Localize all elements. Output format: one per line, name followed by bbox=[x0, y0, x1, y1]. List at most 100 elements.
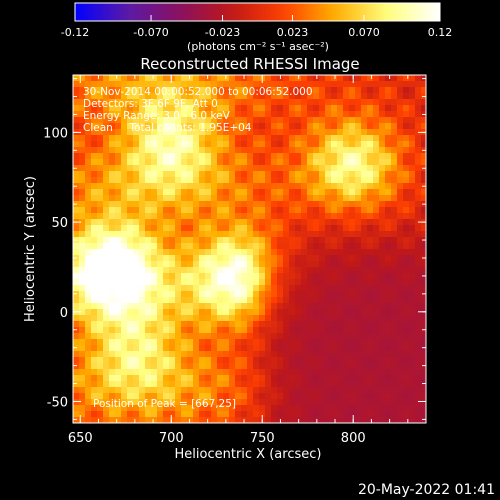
heatmap-pixel bbox=[205, 243, 212, 250]
heatmap-pixel bbox=[121, 339, 128, 346]
heatmap-pixel bbox=[259, 243, 266, 250]
heatmap-pixel bbox=[307, 141, 314, 148]
heatmap-pixel bbox=[163, 195, 170, 202]
heatmap-pixel bbox=[109, 213, 116, 220]
heatmap-pixel bbox=[325, 351, 332, 358]
heatmap-pixel bbox=[235, 147, 242, 154]
heatmap-pixel bbox=[253, 363, 260, 370]
heatmap-pixel bbox=[175, 405, 182, 412]
heatmap-pixel bbox=[139, 171, 146, 178]
heatmap-pixel bbox=[259, 195, 266, 202]
heatmap-pixel bbox=[205, 213, 212, 220]
heatmap-pixel bbox=[397, 195, 404, 202]
heatmap-pixel bbox=[319, 273, 326, 280]
heatmap-pixel bbox=[325, 123, 332, 130]
heatmap-pixel bbox=[181, 363, 188, 370]
heatmap-pixel bbox=[253, 123, 260, 130]
heatmap-pixel bbox=[139, 261, 146, 268]
heatmap-pixel bbox=[337, 315, 344, 322]
heatmap-pixel bbox=[355, 249, 362, 256]
heatmap-pixel bbox=[235, 231, 242, 238]
heatmap-pixel bbox=[205, 159, 212, 166]
heatmap-pixel bbox=[157, 231, 164, 238]
heatmap-pixel bbox=[367, 207, 374, 214]
heatmap-pixel bbox=[223, 147, 230, 154]
heatmap-pixel bbox=[115, 177, 122, 184]
heatmap-pixel bbox=[103, 111, 110, 118]
heatmap-pixel bbox=[205, 261, 212, 268]
heatmap-pixel bbox=[367, 321, 374, 328]
heatmap-pixel bbox=[139, 357, 146, 364]
heatmap-pixel bbox=[193, 321, 200, 328]
heatmap-pixel bbox=[313, 135, 320, 142]
heatmap-pixel bbox=[307, 333, 314, 340]
heatmap-pixel bbox=[193, 267, 200, 274]
heatmap-pixel bbox=[331, 381, 338, 388]
heatmap-pixel bbox=[421, 135, 427, 142]
heatmap-pixel bbox=[223, 159, 230, 166]
heatmap-pixel bbox=[181, 141, 188, 148]
heatmap-pixel bbox=[397, 411, 404, 418]
heatmap-pixel bbox=[241, 387, 248, 394]
heatmap-pixel bbox=[115, 405, 122, 412]
heatmap-pixel bbox=[241, 123, 248, 130]
heatmap-pixel bbox=[115, 303, 122, 310]
heatmap-pixel bbox=[385, 213, 392, 220]
heatmap-pixel bbox=[307, 177, 314, 184]
heatmap-pixel bbox=[127, 117, 134, 124]
heatmap-pixel bbox=[289, 129, 296, 136]
heatmap-pixel bbox=[163, 345, 170, 352]
heatmap-pixel bbox=[115, 273, 122, 280]
heatmap-pixel bbox=[133, 207, 140, 214]
heatmap-pixel bbox=[307, 117, 314, 124]
heatmap-pixel bbox=[85, 249, 92, 256]
heatmap-pixel bbox=[361, 111, 368, 118]
heatmap-pixel bbox=[277, 357, 284, 364]
heatmap-pixel bbox=[151, 285, 158, 292]
heatmap-pixel bbox=[397, 237, 404, 244]
heatmap-pixel bbox=[151, 279, 158, 286]
heatmap-pixel bbox=[103, 303, 110, 310]
heatmap-pixel bbox=[307, 237, 314, 244]
heatmap-pixel bbox=[103, 243, 110, 250]
heatmap-pixel bbox=[169, 297, 176, 304]
heatmap-pixel bbox=[205, 255, 212, 262]
heatmap-pixel bbox=[169, 129, 176, 136]
heatmap-pixel bbox=[217, 207, 224, 214]
heatmap-pixel bbox=[259, 99, 266, 106]
heatmap-pixel bbox=[271, 315, 278, 322]
heatmap-pixel bbox=[289, 225, 296, 232]
heatmap-pixel bbox=[79, 255, 86, 262]
heatmap-pixel bbox=[343, 183, 350, 190]
heatmap-pixel bbox=[79, 231, 86, 238]
heatmap-pixel bbox=[169, 381, 176, 388]
heatmap-pixel bbox=[361, 411, 368, 418]
heatmap-pixel bbox=[109, 81, 116, 88]
heatmap-pixel bbox=[391, 117, 398, 124]
heatmap-pixel bbox=[289, 153, 296, 160]
heatmap-pixel bbox=[301, 285, 308, 292]
heatmap-pixel bbox=[397, 141, 404, 148]
heatmap-pixel bbox=[175, 375, 182, 382]
heatmap-pixel bbox=[331, 327, 338, 334]
heatmap-pixel bbox=[355, 177, 362, 184]
heatmap-pixel bbox=[247, 195, 254, 202]
heatmap-pixel bbox=[181, 351, 188, 358]
heatmap-pixel bbox=[307, 363, 314, 370]
heatmap-pixel bbox=[247, 411, 254, 418]
heatmap-pixel bbox=[373, 201, 380, 208]
heatmap-pixel bbox=[265, 255, 272, 262]
heatmap-pixel bbox=[385, 81, 392, 88]
heatmap-pixel bbox=[265, 75, 272, 82]
heatmap-pixel bbox=[127, 207, 134, 214]
heatmap-pixel bbox=[259, 291, 266, 298]
heatmap-pixel bbox=[379, 243, 386, 250]
heatmap-pixel bbox=[283, 87, 290, 94]
heatmap-pixel bbox=[109, 75, 116, 82]
heatmap-pixel bbox=[187, 369, 194, 376]
heatmap-pixel bbox=[289, 207, 296, 214]
heatmap-pixel bbox=[187, 195, 194, 202]
heatmap-pixel bbox=[253, 141, 260, 148]
heatmap-pixel bbox=[283, 99, 290, 106]
heatmap-pixel bbox=[181, 393, 188, 400]
